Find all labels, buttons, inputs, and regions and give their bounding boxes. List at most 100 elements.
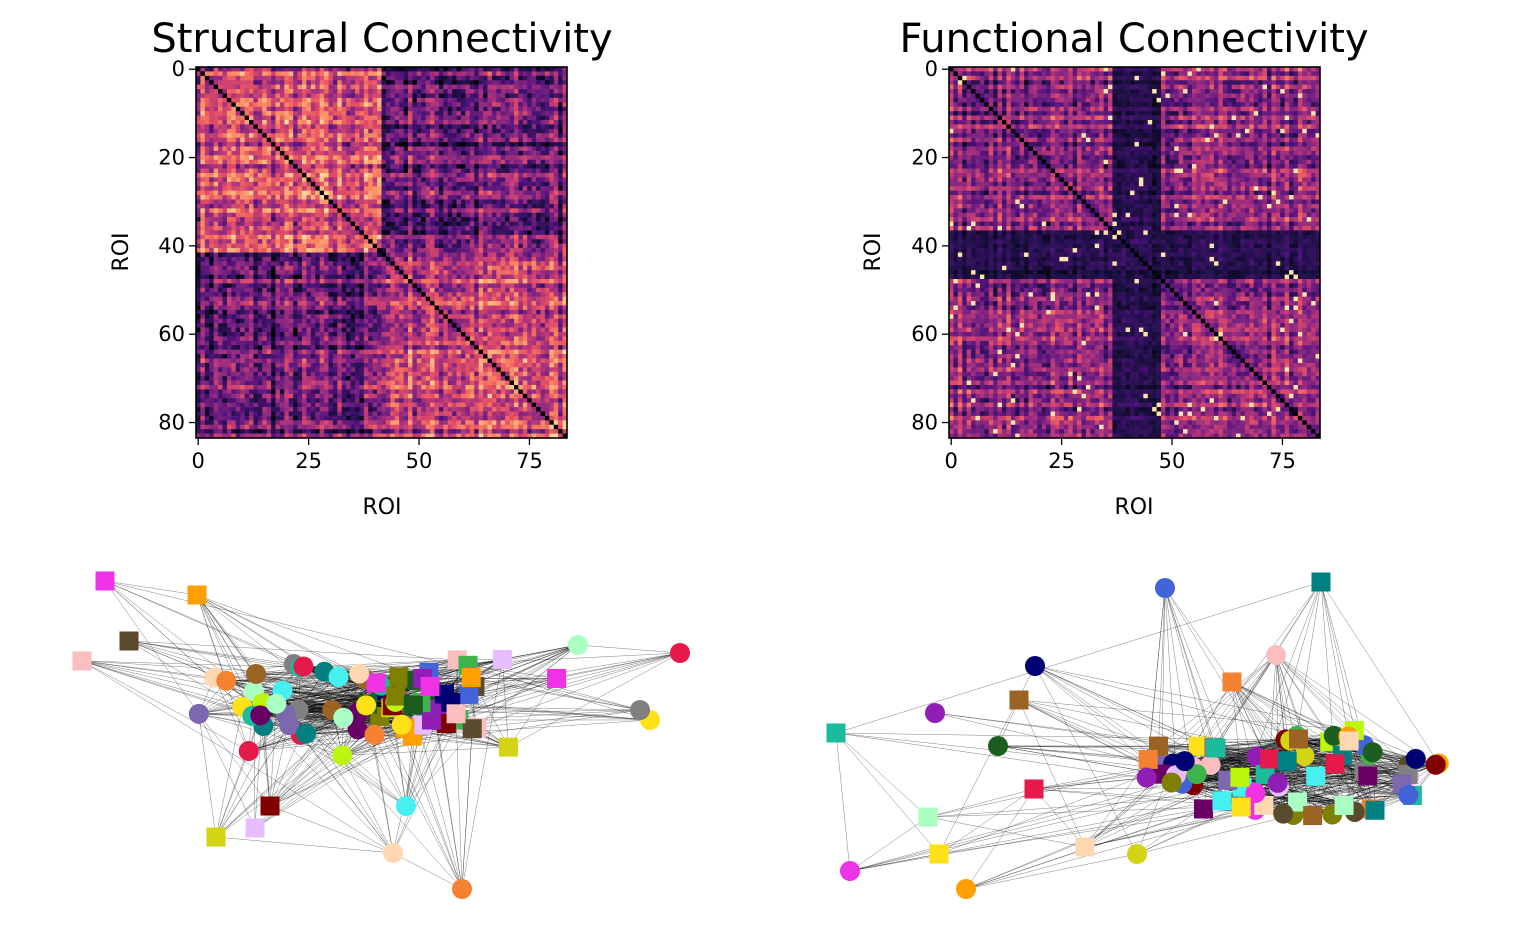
heatmap-cell: [315, 80, 320, 85]
heatmap-cell: [355, 292, 360, 297]
heatmap-cell: [200, 305, 206, 311]
heatmap-cell: [359, 243, 365, 249]
heatmap-cell: [518, 150, 524, 156]
heatmap-cell: [341, 309, 347, 315]
heatmap-cell: [244, 212, 250, 218]
heatmap-cell: [226, 80, 232, 85]
heatmap-cell: [430, 133, 435, 138]
heatmap-cell: [399, 279, 404, 284]
heatmap-cell: [390, 190, 396, 196]
heatmap-cell: [257, 199, 263, 205]
heatmap-cell: [302, 327, 307, 333]
heatmap-cell: [527, 93, 532, 99]
heatmap-cell: [465, 75, 471, 81]
heatmap-cell: [461, 190, 466, 196]
heatmap-cell: [328, 150, 334, 156]
heatmap-cell: [324, 226, 329, 231]
heatmap-cell: [394, 217, 400, 222]
heatmap-cell: [522, 203, 528, 209]
heatmap-cell: [514, 226, 519, 231]
heatmap-cell: [249, 323, 254, 328]
heatmap-cell: [553, 80, 559, 85]
heatmap-cell: [262, 309, 267, 315]
heatmap-cell: [377, 309, 382, 315]
heatmap-cell: [253, 181, 259, 187]
heatmap-cell: [553, 97, 559, 103]
heatmap-cell: [266, 305, 272, 311]
heatmap-cell: [226, 226, 232, 231]
heatmap-cell: [522, 89, 528, 94]
heatmap-cell: [240, 265, 245, 271]
heatmap-cell: [536, 292, 541, 297]
heatmap-cell: [306, 84, 312, 90]
heatmap-cell: [500, 137, 506, 143]
heatmap-cell: [306, 71, 312, 77]
heatmap-cell: [196, 318, 201, 324]
heatmap-cell: [257, 111, 263, 116]
heatmap-cell: [403, 305, 409, 311]
heatmap-cell: [310, 186, 316, 191]
heatmap-cell: [368, 318, 373, 324]
heatmap-cell: [346, 124, 351, 130]
heatmap-cell: [461, 111, 466, 116]
heatmap-cell: [544, 221, 550, 227]
heatmap-cell: [297, 270, 303, 275]
heatmap-cell: [218, 115, 223, 121]
heatmap-cell: [399, 221, 404, 227]
heatmap-cell: [416, 265, 422, 271]
heatmap-cell: [262, 270, 267, 275]
heatmap-cell: [412, 274, 418, 280]
heatmap-cell: [403, 239, 409, 244]
heatmap-cell: [231, 115, 237, 121]
heatmap-cell: [302, 296, 307, 302]
heatmap-cell: [213, 221, 219, 227]
heatmap-cell: [284, 265, 290, 271]
heatmap-cell: [213, 274, 219, 280]
heatmap-cell: [372, 296, 378, 302]
heatmap-cell: [253, 155, 259, 161]
heatmap-cell: [288, 155, 294, 161]
heatmap-cell: [350, 221, 356, 227]
heatmap-cell: [244, 221, 250, 227]
heatmap-cell: [425, 217, 431, 222]
heatmap-cell: [372, 133, 378, 138]
heatmap-cell: [412, 124, 418, 130]
heatmap-cell: [553, 173, 559, 178]
heatmap-cell: [469, 120, 475, 125]
heatmap-cell: [262, 318, 267, 324]
heatmap-cell: [196, 212, 201, 218]
heatmap-cell: [505, 168, 510, 174]
heatmap-cell: [509, 212, 515, 218]
heatmap-cell: [536, 71, 541, 77]
heatmap-cell: [518, 221, 524, 227]
heatmap-cell: [226, 309, 232, 315]
heatmap-cell: [434, 203, 440, 209]
heatmap-cell: [518, 261, 524, 267]
heatmap-cell: [271, 301, 276, 306]
heatmap-cell: [196, 181, 201, 187]
heatmap-cell: [231, 150, 237, 156]
heatmap-cell: [244, 67, 250, 72]
heatmap-cell: [231, 173, 237, 178]
heatmap-cell: [253, 177, 259, 183]
heatmap-cell: [500, 283, 506, 289]
heatmap-cell: [496, 274, 502, 280]
heatmap-cell: [478, 159, 484, 165]
heatmap-cell: [518, 146, 524, 152]
heatmap-cell: [500, 164, 506, 169]
heatmap-cell: [544, 243, 550, 249]
heatmap-cell: [544, 296, 550, 302]
heatmap-cell: [540, 120, 546, 125]
heatmap-cell: [288, 287, 294, 293]
heatmap-cell: [240, 256, 245, 262]
heatmap-cell: [522, 150, 528, 156]
heatmap-cell: [500, 159, 506, 165]
heatmap-cell: [522, 261, 528, 267]
heatmap-cell: [491, 195, 497, 200]
heatmap-cell: [425, 296, 431, 302]
heatmap-cell: [337, 80, 343, 85]
heatmap-cell: [452, 177, 457, 183]
heatmap-cell: [196, 106, 201, 112]
heatmap-cell: [284, 67, 290, 72]
heatmap-cell: [302, 102, 307, 108]
